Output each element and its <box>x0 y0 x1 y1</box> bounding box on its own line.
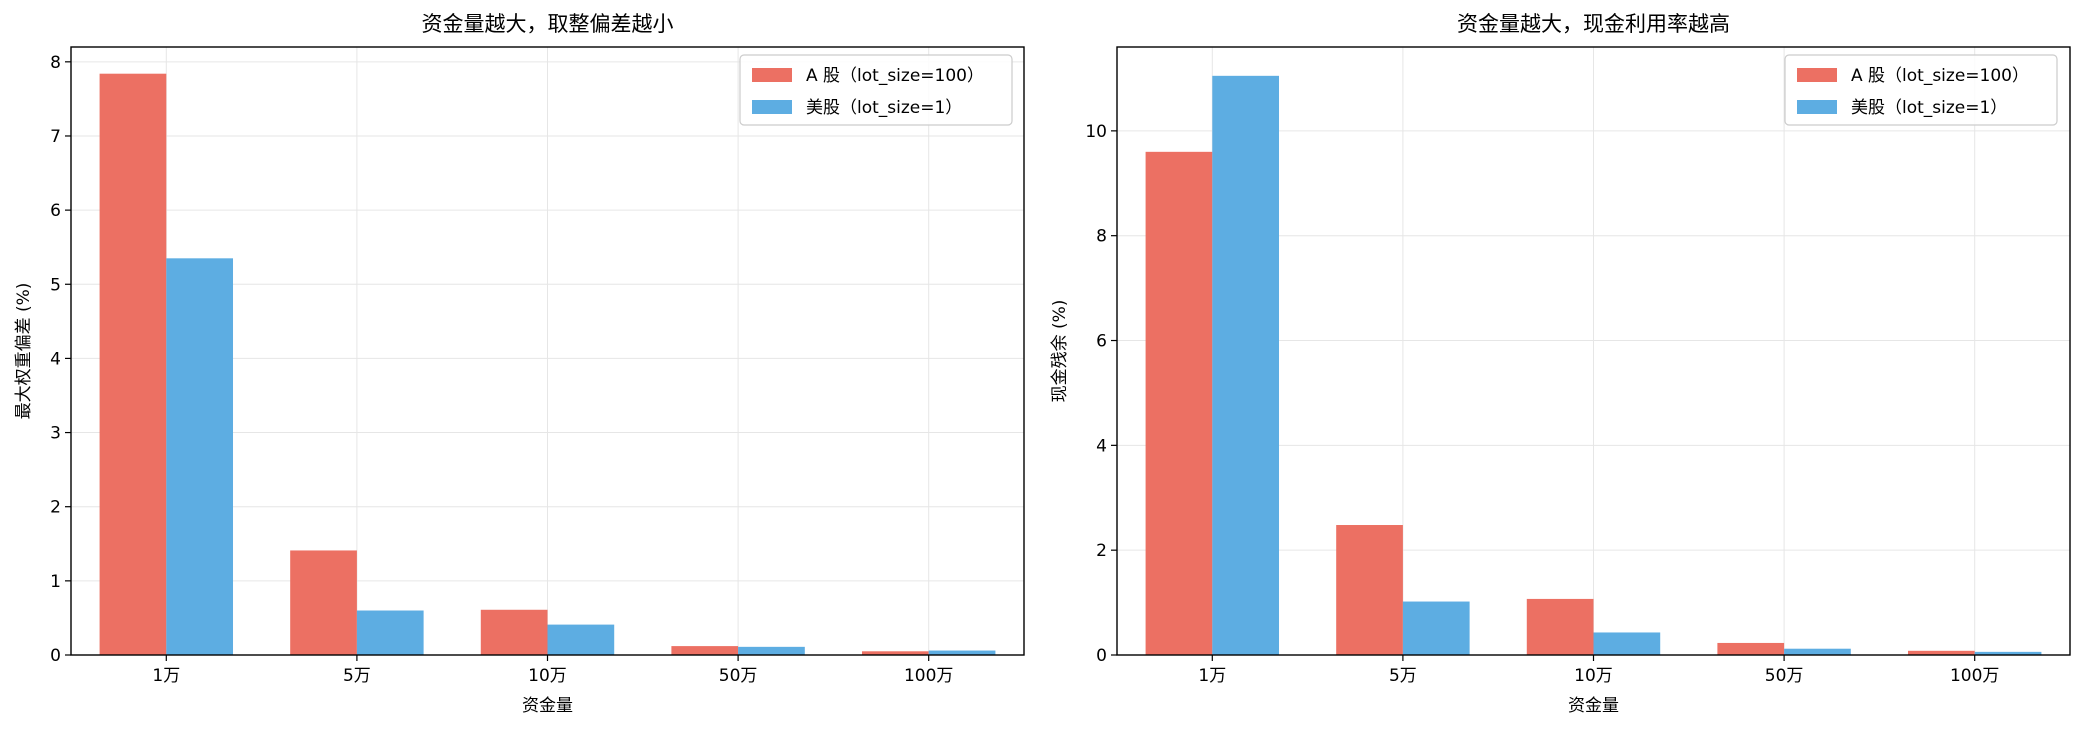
bar-a-share-3 <box>671 646 739 655</box>
bar-a-share-0 <box>99 73 167 655</box>
legend-label-a-share: A 股（lot_size=100） <box>806 66 984 86</box>
x-tick-label: 10万 <box>528 666 567 686</box>
bar-us-share-0 <box>1212 75 1280 656</box>
bar-a-share-4 <box>861 651 929 655</box>
legend-swatch-a-share <box>1797 68 1837 82</box>
chart-title: 资金量越大，取整偏差越小 <box>422 12 674 36</box>
chart-max-weight-deviation: 0 1 2 3 4 5 6 7 8 1万 5万 10万 50万 100万 资金量越大，取整偏差越小资金量 最大… <box>0 0 1040 730</box>
legend-swatch-us-share <box>752 100 792 114</box>
bar-a-share-2 <box>1526 598 1594 655</box>
series-us-share <box>1212 75 2042 656</box>
y-tick-label: 2 <box>50 498 61 518</box>
bar-us-share-1 <box>1402 601 1470 655</box>
y-tick-label: 6 <box>50 201 61 221</box>
bar-us-share-1 <box>356 610 424 655</box>
chart-cash-residual: 0 2 4 6 8 10 1万 5万 10万 50万 100万 资金量越大，现金利用率越高资金量 现金残… <box>1040 0 2083 730</box>
y-tick-label: 0 <box>1096 646 1107 666</box>
y-tick-label: 5 <box>50 275 61 295</box>
bar-us-share-0 <box>166 258 234 655</box>
y-tick-label: 10 <box>1085 122 1107 142</box>
y-tick-label: 1 <box>50 572 61 592</box>
bar-us-share-2 <box>1593 632 1661 655</box>
x-tick-label: 1万 <box>152 666 180 686</box>
series-a-share <box>99 73 929 655</box>
bar-a-share-1 <box>290 550 357 655</box>
bar-us-share-3 <box>1784 648 1851 655</box>
y-tick-label: 8 <box>1096 227 1107 247</box>
y-axis-label: 现金残余 (%) <box>1050 300 1070 403</box>
y-tick-label: 0 <box>50 646 61 666</box>
bar-a-share-0 <box>1145 151 1213 656</box>
y-tick-label: 7 <box>50 127 61 147</box>
legend-box <box>1784 54 2058 126</box>
bar-a-share-1 <box>1336 525 1403 655</box>
bar-us-share-4 <box>928 650 996 655</box>
bar-us-share-2 <box>547 624 615 655</box>
bar-us-share-3 <box>738 646 805 655</box>
legend-swatch-us-share <box>1797 100 1837 114</box>
chart-title: 资金量越大，现金利用率越高 <box>1457 12 1730 36</box>
y-tick-label: 6 <box>1096 332 1107 352</box>
y-tick-label: 2 <box>1096 541 1107 561</box>
x-axis-label: 资金量 <box>522 696 573 716</box>
legend-label-us-share: 美股（lot_size=1） <box>806 98 962 118</box>
legend-label-a-share: A 股（lot_size=100） <box>1851 66 2029 86</box>
bar-a-share-4 <box>1907 650 1975 655</box>
y-tick-label: 4 <box>50 349 61 369</box>
bar-a-share-2 <box>480 609 548 655</box>
legend: A 股（lot_size=100） 美股（lot_size=1） <box>739 54 1013 126</box>
legend-box <box>739 54 1013 126</box>
x-tick-label: 100万 <box>904 666 953 686</box>
bar-a-share-3 <box>1717 642 1785 655</box>
legend: A 股（lot_size=100） 美股（lot_size=1） <box>1784 54 2058 126</box>
x-tick-label: 5万 <box>343 666 371 686</box>
x-tick-label: 50万 <box>719 666 758 686</box>
y-tick-label: 4 <box>1096 436 1107 456</box>
x-axis-label: 资金量 <box>1568 696 1619 716</box>
y-tick-label: 8 <box>50 53 61 73</box>
legend-label-us-share: 美股（lot_size=1） <box>1851 98 2007 118</box>
x-tick-label: 10万 <box>1574 666 1613 686</box>
y-axis-label: 最大权重偏差 (%) <box>14 283 34 420</box>
bar-us-share-4 <box>1974 651 2042 655</box>
x-tick-label: 50万 <box>1765 666 1804 686</box>
series-us-share <box>166 258 996 655</box>
series-a-share <box>1145 151 1975 656</box>
y-tick-label: 3 <box>50 424 61 444</box>
x-tick-label: 5万 <box>1389 666 1417 686</box>
x-tick-label: 1万 <box>1198 666 1226 686</box>
legend-swatch-a-share <box>752 68 792 82</box>
x-tick-label: 100万 <box>1950 666 1999 686</box>
